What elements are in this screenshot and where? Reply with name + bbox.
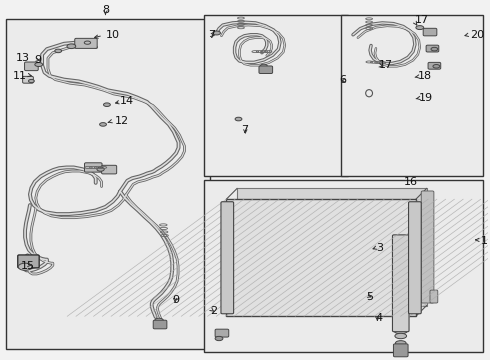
Text: 13: 13: [16, 53, 30, 63]
Text: 11: 11: [13, 71, 27, 81]
Ellipse shape: [28, 80, 34, 83]
Text: 9: 9: [172, 295, 179, 305]
Ellipse shape: [395, 333, 407, 339]
FancyBboxPatch shape: [430, 290, 438, 303]
Ellipse shape: [395, 341, 406, 346]
Ellipse shape: [155, 318, 164, 323]
Text: 15: 15: [21, 261, 35, 271]
FancyBboxPatch shape: [392, 235, 409, 332]
Ellipse shape: [99, 123, 106, 126]
Text: 19: 19: [419, 93, 433, 103]
FancyBboxPatch shape: [423, 28, 437, 36]
Text: 8: 8: [102, 5, 109, 15]
FancyBboxPatch shape: [84, 163, 102, 172]
Ellipse shape: [97, 167, 104, 171]
Text: 12: 12: [115, 116, 129, 126]
Ellipse shape: [260, 64, 267, 68]
Bar: [5, 19, 210, 348]
Text: 7: 7: [241, 125, 248, 135]
Text: 10: 10: [105, 30, 120, 40]
Ellipse shape: [215, 336, 223, 341]
Ellipse shape: [67, 44, 76, 49]
Text: 3: 3: [376, 243, 383, 253]
FancyBboxPatch shape: [428, 62, 441, 69]
Text: 20: 20: [470, 30, 484, 40]
Text: 2: 2: [210, 306, 218, 316]
FancyBboxPatch shape: [23, 76, 33, 83]
FancyBboxPatch shape: [259, 66, 272, 73]
FancyBboxPatch shape: [221, 202, 234, 314]
Text: 4: 4: [376, 313, 383, 323]
FancyBboxPatch shape: [215, 329, 229, 337]
Ellipse shape: [235, 117, 242, 121]
Ellipse shape: [84, 41, 91, 44]
FancyBboxPatch shape: [101, 165, 117, 174]
FancyBboxPatch shape: [426, 45, 439, 52]
Bar: [204, 180, 483, 352]
Ellipse shape: [55, 49, 62, 53]
Bar: [341, 15, 483, 176]
Text: 6: 6: [340, 75, 347, 85]
FancyBboxPatch shape: [421, 191, 434, 303]
Ellipse shape: [18, 263, 32, 270]
Text: 17: 17: [378, 60, 392, 70]
Text: 16: 16: [404, 177, 418, 187]
Ellipse shape: [394, 233, 408, 239]
FancyBboxPatch shape: [393, 344, 408, 357]
Text: 1: 1: [481, 236, 488, 246]
Text: 14: 14: [120, 96, 134, 106]
FancyBboxPatch shape: [24, 62, 38, 71]
Text: 9: 9: [34, 55, 41, 65]
FancyBboxPatch shape: [409, 202, 421, 314]
Bar: [226, 199, 416, 316]
Ellipse shape: [416, 26, 424, 30]
Text: 7: 7: [208, 30, 215, 40]
Ellipse shape: [213, 31, 220, 35]
Ellipse shape: [433, 64, 440, 68]
FancyBboxPatch shape: [75, 39, 97, 48]
Ellipse shape: [431, 47, 438, 51]
FancyBboxPatch shape: [18, 255, 39, 268]
Text: 17: 17: [415, 15, 429, 26]
FancyBboxPatch shape: [153, 320, 167, 329]
Ellipse shape: [394, 327, 408, 334]
Ellipse shape: [103, 103, 110, 107]
Text: 5: 5: [366, 292, 373, 302]
Ellipse shape: [35, 63, 43, 67]
Text: 18: 18: [417, 71, 432, 81]
Bar: [237, 189, 427, 306]
Bar: [204, 15, 348, 176]
